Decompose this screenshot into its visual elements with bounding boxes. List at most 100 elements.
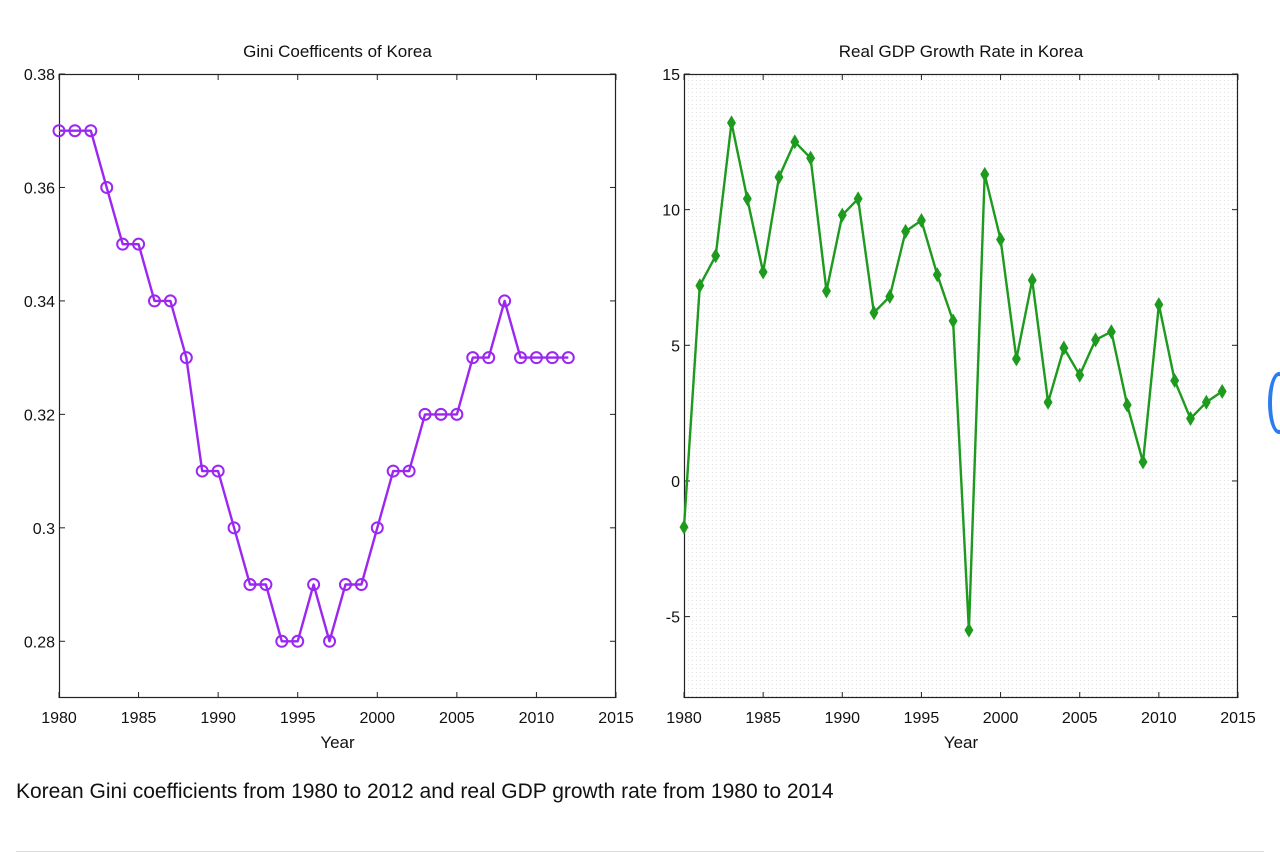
data-point <box>338 578 352 592</box>
data-point <box>323 634 337 648</box>
axes-frame <box>58 73 617 699</box>
data-point <box>211 464 225 478</box>
data-point <box>1186 411 1195 427</box>
gdp-growth-chart: Real GDP Growth Rate in Korea 1980 1985 199… <box>662 42 1256 752</box>
x-tick-label: 1990 <box>824 710 860 727</box>
data-point <box>1154 297 1164 313</box>
data-point <box>259 578 273 592</box>
data-point <box>727 115 736 131</box>
data-point <box>100 180 114 194</box>
data-point <box>853 191 863 207</box>
data-point <box>679 519 689 535</box>
series-line <box>59 129 569 643</box>
data-point <box>885 288 895 304</box>
data-point <box>742 191 752 207</box>
data-point <box>450 407 464 421</box>
data-point <box>307 578 321 592</box>
data-point <box>869 305 879 321</box>
data-point <box>948 313 958 329</box>
data-point <box>147 294 161 308</box>
data-point <box>1138 454 1148 470</box>
data-point <box>179 351 193 365</box>
data-point <box>418 407 432 421</box>
axes-frame <box>683 73 1239 699</box>
data-point <box>916 213 926 228</box>
data-point <box>354 578 368 592</box>
y-tick-label: 0.3 <box>33 521 55 538</box>
figure: Gini Coefficents of Korea 1980 1985 1990 199… <box>24 42 1256 752</box>
data-point <box>1043 394 1053 410</box>
x-axis-label: Year <box>320 733 355 752</box>
divider <box>16 851 1264 852</box>
x-tick-label: 2005 <box>1062 710 1098 727</box>
data-point <box>790 134 800 150</box>
x-tick-label: 1980 <box>666 710 702 727</box>
x-tick-label: 2010 <box>519 710 555 727</box>
data-point <box>68 124 82 138</box>
data-point <box>837 207 847 223</box>
data-point <box>1091 332 1101 348</box>
x-tick-label: 2015 <box>1220 710 1256 727</box>
data-point <box>1059 340 1069 356</box>
x-tick-label: 1985 <box>745 710 781 727</box>
data-point <box>1217 383 1227 399</box>
y-tick-label: 0.36 <box>24 180 55 197</box>
x-tick-label: 2010 <box>1141 710 1177 727</box>
data-point <box>84 124 98 138</box>
y-tick-label: 0 <box>671 474 680 491</box>
data-point <box>195 464 209 478</box>
data-point <box>774 169 784 185</box>
data-point <box>821 283 831 299</box>
x-tick-label: 1995 <box>904 710 940 727</box>
data-point <box>116 237 130 251</box>
data-point <box>1201 394 1211 410</box>
data-point <box>275 634 289 648</box>
chart-title: Real GDP Growth Rate in Korea <box>839 42 1084 61</box>
data-point <box>545 351 559 365</box>
data-point <box>695 278 705 294</box>
data-point <box>434 407 448 421</box>
data-point <box>291 634 305 648</box>
gini-chart: Gini Coefficents of Korea 1980 1985 1990 199… <box>24 42 634 752</box>
x-tick-label: 1985 <box>121 710 157 727</box>
y-tick-label: -5 <box>666 610 680 627</box>
chart-title: Gini Coefficents of Korea <box>243 42 432 61</box>
data-point <box>758 264 768 280</box>
x-tick-label: 2000 <box>359 710 395 727</box>
data-point <box>466 351 480 365</box>
data-point <box>711 248 721 264</box>
x-axis-label: Year <box>944 733 979 752</box>
data-point <box>1122 397 1132 413</box>
data-point <box>1106 324 1116 340</box>
figure-caption: Korean Gini coefficients from 1980 to 20… <box>16 780 834 803</box>
data-point <box>932 267 942 283</box>
data-point <box>482 351 496 365</box>
x-tick-label: 2015 <box>598 710 634 727</box>
data-point <box>964 622 974 638</box>
data-point <box>996 232 1006 247</box>
x-tick-label: 1995 <box>280 710 316 727</box>
x-tick-label: 1990 <box>200 710 236 727</box>
data-point <box>901 223 911 239</box>
y-tick-label: 0.38 <box>24 67 55 84</box>
data-point <box>386 464 400 478</box>
data-point <box>243 578 257 592</box>
y-tick-label: 15 <box>662 67 680 84</box>
data-point <box>370 521 384 535</box>
data-point <box>1011 351 1021 367</box>
y-tick-label: 10 <box>662 203 680 220</box>
data-point <box>561 351 575 365</box>
x-tick-label: 2000 <box>983 710 1019 727</box>
data-point <box>163 294 177 308</box>
data-point <box>52 124 66 138</box>
data-point <box>514 351 528 365</box>
data-point <box>132 237 146 251</box>
data-point <box>227 521 241 535</box>
data-point <box>402 464 416 478</box>
y-tick-label: 0.32 <box>24 407 55 424</box>
data-point <box>806 150 816 166</box>
data-point <box>1170 373 1180 389</box>
data-point <box>498 294 512 308</box>
plot-background <box>684 74 1238 698</box>
x-tick-label: 1980 <box>41 710 77 727</box>
